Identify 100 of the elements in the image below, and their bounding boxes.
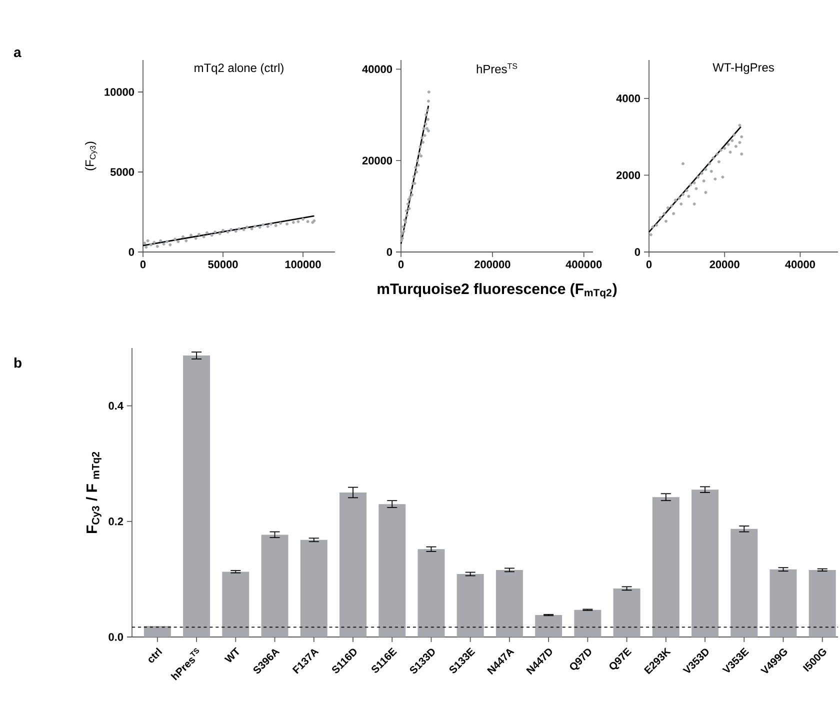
point <box>414 166 418 169</box>
point <box>412 175 416 178</box>
y-tick-label: 20000 <box>362 156 392 164</box>
point <box>405 214 408 217</box>
bar <box>652 497 680 637</box>
point <box>408 196 412 199</box>
point <box>230 228 232 232</box>
x-tick-label: 0 <box>140 260 146 268</box>
point <box>420 154 423 158</box>
point <box>408 207 411 210</box>
point <box>732 133 736 136</box>
x-tick-label: 100000 <box>285 260 321 268</box>
y-tick-label: 0.0 <box>108 633 124 641</box>
point <box>723 146 726 150</box>
point <box>734 144 738 148</box>
x-tick-label: WT <box>224 647 240 662</box>
point <box>710 170 713 173</box>
bar <box>339 492 366 637</box>
y-tick-label: 40000 <box>362 65 392 74</box>
point <box>682 192 685 196</box>
point <box>716 152 719 156</box>
point <box>402 225 405 228</box>
point <box>168 243 172 246</box>
bar <box>770 569 797 637</box>
point <box>426 108 430 112</box>
point <box>242 228 246 232</box>
point <box>146 239 150 242</box>
point <box>689 183 692 186</box>
point <box>234 230 238 233</box>
point <box>662 212 666 216</box>
point <box>655 224 658 227</box>
point <box>400 239 403 242</box>
point <box>400 236 404 240</box>
point <box>190 234 192 237</box>
bar <box>456 574 484 637</box>
point <box>254 224 256 228</box>
x-axis-title: mTurquoise2 fluorescence (F$_{mTq2}$) <box>378 283 617 298</box>
point <box>692 181 696 184</box>
point <box>712 156 715 160</box>
point <box>166 240 168 244</box>
point <box>404 209 408 212</box>
point <box>694 187 698 190</box>
point <box>406 202 410 206</box>
point <box>266 224 270 228</box>
chart-title: WT-HgPres <box>712 63 774 74</box>
point <box>651 226 654 229</box>
point <box>270 222 272 226</box>
y-tick-label: 4000 <box>616 94 640 102</box>
point <box>678 196 681 200</box>
point <box>226 230 230 234</box>
point <box>685 189 688 192</box>
bar <box>613 588 640 637</box>
point <box>246 226 248 229</box>
point <box>682 162 685 166</box>
point <box>418 152 421 156</box>
text: a <box>14 50 22 58</box>
point <box>250 227 254 230</box>
y-tick-label: 0.4 <box>108 402 124 410</box>
y-axis-title: F$_{Cy3}$ / F $_{mTq2}$ <box>86 452 102 533</box>
point <box>418 145 422 148</box>
bar <box>222 572 250 637</box>
x-tick-label: 50000 <box>208 260 238 268</box>
point <box>714 178 717 181</box>
point <box>162 242 166 246</box>
point <box>210 234 214 237</box>
point <box>692 202 696 206</box>
point <box>150 243 152 246</box>
bar <box>730 528 758 637</box>
point <box>427 90 430 94</box>
point <box>184 239 188 242</box>
point <box>421 140 424 144</box>
point <box>403 218 406 222</box>
chart-title: mTq2 alone (ctrl) <box>194 63 284 74</box>
bar <box>808 570 836 637</box>
point <box>279 222 282 225</box>
y-tick-label: 5000 <box>110 168 134 176</box>
point <box>174 238 176 241</box>
point <box>426 129 430 132</box>
point <box>176 240 180 244</box>
point <box>700 172 704 175</box>
point <box>719 148 722 152</box>
point <box>312 219 316 222</box>
x-tick-label: 0 <box>646 260 652 268</box>
x-tick-label: 400000 <box>566 260 602 268</box>
point <box>426 118 430 121</box>
point <box>410 188 413 192</box>
point <box>666 206 670 210</box>
point <box>152 240 156 244</box>
point <box>258 226 262 229</box>
point <box>687 194 690 198</box>
x-tick-label: 200000 <box>474 260 510 268</box>
point <box>670 204 674 208</box>
point <box>422 127 426 130</box>
point <box>423 134 426 137</box>
point <box>726 142 730 146</box>
point <box>416 164 420 167</box>
bar <box>535 615 562 637</box>
point <box>426 127 429 130</box>
point <box>415 170 418 174</box>
y-tick-label: 2000 <box>616 171 640 180</box>
